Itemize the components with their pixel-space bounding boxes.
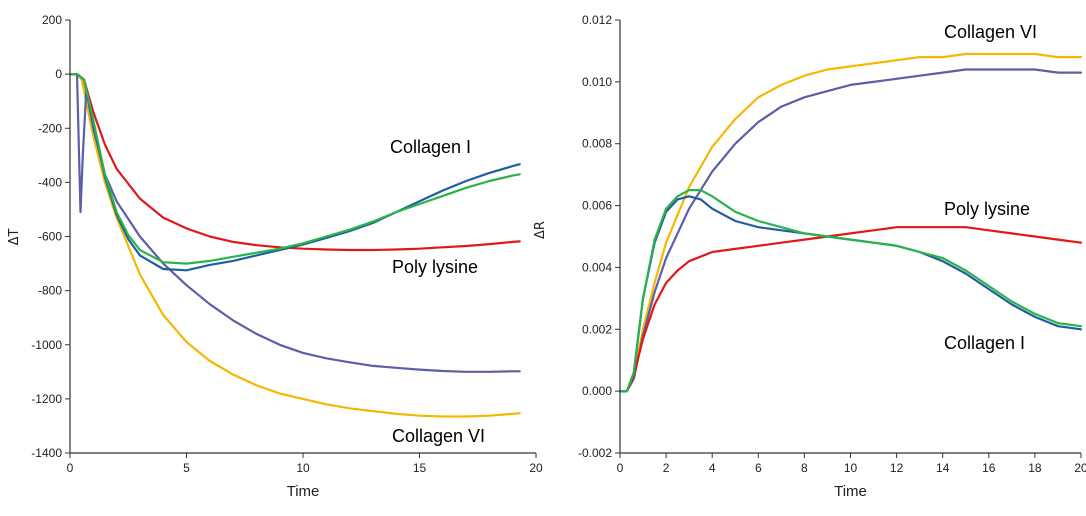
y-tick-label: 0.000 (582, 384, 612, 398)
series-line-0 (68, 72, 521, 418)
x-tick-label: 4 (709, 461, 716, 475)
y-tick-label: 0.010 (582, 75, 612, 89)
x-tick-label: 10 (296, 461, 310, 475)
series-line-4 (618, 189, 1083, 393)
x-axis-label: Time (834, 483, 867, 500)
x-tick-label: 2 (663, 461, 670, 475)
y-tick-label: 0 (55, 67, 62, 81)
x-tick-label: 10 (844, 461, 858, 475)
y-tick-label: 200 (42, 13, 62, 27)
y-tick-label: -200 (38, 121, 62, 135)
x-tick-label: 0 (67, 461, 74, 475)
x-axis-label: Time (287, 483, 320, 500)
x-tick-label: 16 (982, 461, 996, 475)
series-annotation: Collagen VI (392, 426, 485, 446)
x-tick-label: 14 (936, 461, 950, 475)
series-annotation: Poly lysine (944, 199, 1030, 219)
x-tick-label: 12 (890, 461, 904, 475)
y-tick-label: 0.002 (582, 322, 612, 336)
series-annotation: Collagen VI (944, 22, 1037, 42)
x-tick-label: 0 (617, 461, 624, 475)
y-tick-label: -400 (38, 175, 62, 189)
x-tick-label: 6 (755, 461, 762, 475)
y-tick-label: -1400 (31, 446, 62, 460)
y-tick-label: 0.012 (582, 13, 612, 27)
x-tick-label: 15 (413, 461, 427, 475)
x-tick-label: 20 (529, 461, 543, 475)
series-line-1 (618, 68, 1083, 393)
series-annotation: Collagen I (944, 333, 1025, 353)
series-line-1 (68, 72, 521, 373)
series-line-3 (68, 72, 521, 272)
right-chart: -0.002 0.000 0.002 0.004 0.006 0.008 0.010 0.01… (533, 13, 1086, 500)
y-axis-label: ΔR (533, 221, 548, 239)
y-tick-label: -800 (38, 284, 62, 298)
series-line-2 (618, 226, 1083, 393)
series-line-2 (68, 72, 521, 252)
y-tick-label: 0.008 (582, 137, 612, 151)
y-tick-label: -600 (38, 230, 62, 244)
y-tick-label: 0.006 (582, 199, 612, 213)
y-tick-label: -1200 (31, 392, 62, 406)
left-chart: -1400 -1200 -1000 -800 -600 -400 -200 0 200 0 5 10 1… (7, 13, 543, 500)
x-tick-label: 18 (1028, 461, 1042, 475)
y-tick-label: -1000 (31, 338, 62, 352)
y-tick-label: -0.002 (578, 446, 612, 460)
series-line-0 (618, 52, 1083, 393)
series-line-4 (68, 72, 521, 265)
series-annotation: Poly lysine (392, 257, 478, 277)
x-tick-label: 8 (801, 461, 808, 475)
x-tick-label: 20 (1074, 461, 1086, 475)
series-annotation: Collagen I (390, 137, 471, 157)
x-tick-label: 5 (183, 461, 190, 475)
y-axis-label: ΔT (7, 229, 22, 246)
series-line-3 (618, 195, 1083, 393)
y-tick-label: 0.004 (582, 260, 612, 274)
